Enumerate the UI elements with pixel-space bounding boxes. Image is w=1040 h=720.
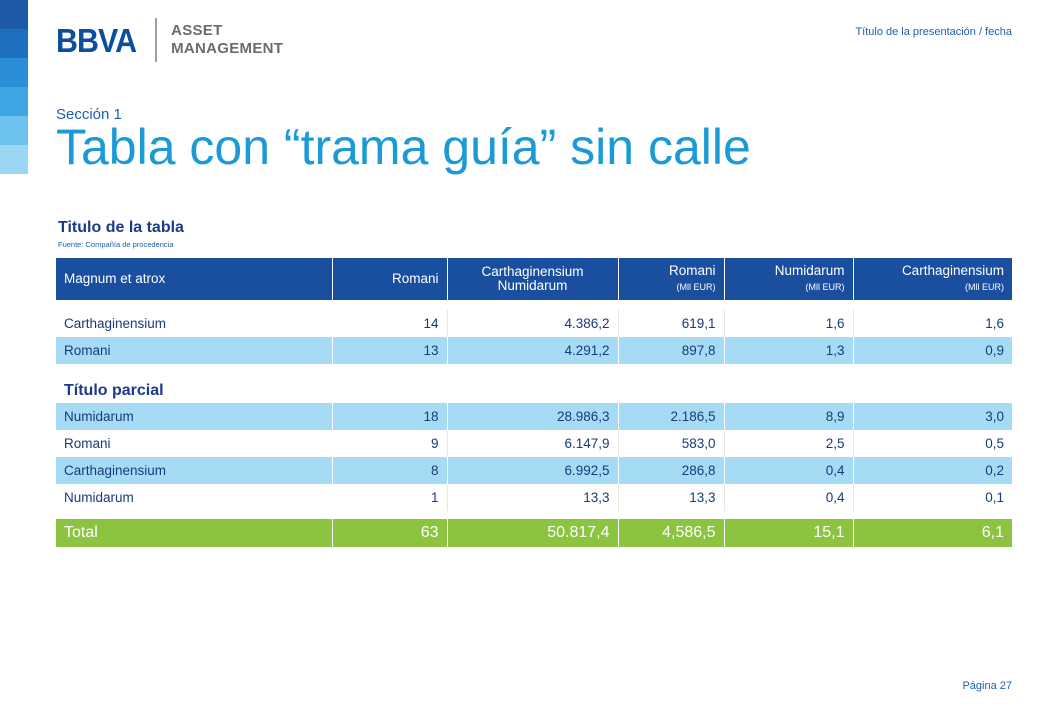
bbva-asset-management-logo: BBVA ASSET MANAGEMENT bbox=[56, 18, 283, 62]
logo-brand: BBVA bbox=[56, 21, 137, 59]
cell: 9 bbox=[331, 430, 447, 457]
cell: 897,8 bbox=[617, 337, 724, 364]
table-row: Carthaginensium 8 6.992,5 286,8 0,4 0,2 bbox=[56, 457, 1012, 484]
table-row: Romani 13 4.291,2 897,8 1,3 0,9 bbox=[56, 337, 1012, 364]
row-label: Numidarum bbox=[56, 484, 333, 511]
table-row: Romani 9 6.147,9 583,0 2,5 0,5 bbox=[56, 430, 1012, 457]
logo-divider bbox=[155, 18, 158, 62]
slide-title: Tabla con “trama guía” sin calle bbox=[56, 119, 751, 175]
cell: 0,1 bbox=[852, 484, 1012, 511]
table-row: Numidarum 1 13,3 13,3 0,4 0,1 bbox=[56, 484, 1012, 511]
col-header-romani-mll: Romani (Mll EUR) bbox=[617, 258, 724, 300]
table-row: Numidarum 18 28.986,3 2.186,5 8,9 3,0 bbox=[56, 403, 1012, 430]
cell: 0,5 bbox=[852, 430, 1012, 457]
cell: 8 bbox=[331, 457, 447, 484]
cell: 13 bbox=[331, 337, 447, 364]
strip-band-6 bbox=[0, 145, 28, 174]
cell: 0,4 bbox=[723, 457, 853, 484]
total-cell: 15,1 bbox=[723, 519, 853, 547]
table-title: Titulo de la tabla bbox=[58, 219, 184, 236]
cell: 14 bbox=[331, 310, 447, 337]
cell: 2.186,5 bbox=[617, 403, 724, 430]
cell: 6.992,5 bbox=[446, 457, 618, 484]
partial-title-row: Título parcial bbox=[56, 364, 1012, 403]
col-header-numidarum-mll: Numidarum (Mll EUR) bbox=[723, 258, 853, 300]
cell: 6.147,9 bbox=[446, 430, 618, 457]
table-source: Fuente: Compañía de procedencia bbox=[58, 240, 174, 249]
logo-line-2: MANAGEMENT bbox=[171, 40, 284, 57]
strip-band-5 bbox=[0, 116, 28, 145]
total-cell: 63 bbox=[331, 519, 447, 547]
cell: 4.386,2 bbox=[446, 310, 618, 337]
strip-band-4 bbox=[0, 87, 28, 116]
logo-line-1: ASSET bbox=[171, 22, 223, 39]
cell: 3,0 bbox=[852, 403, 1012, 430]
table-row: Carthaginensium 14 4.386,2 619,1 1,6 1,6 bbox=[56, 310, 1012, 337]
cell: 4.291,2 bbox=[446, 337, 618, 364]
total-cell: 50.817,4 bbox=[446, 519, 618, 547]
cell: 1,6 bbox=[723, 310, 853, 337]
section-label: Sección 1 bbox=[56, 106, 122, 123]
cell: 8,9 bbox=[723, 403, 853, 430]
logo-tagline: ASSET MANAGEMENT bbox=[171, 22, 283, 58]
page-number: Página 27 bbox=[962, 680, 1012, 692]
cell: 13,3 bbox=[446, 484, 618, 511]
total-cell: 4,586,5 bbox=[617, 519, 724, 547]
cell: 2,5 bbox=[723, 430, 853, 457]
cell: 286,8 bbox=[617, 457, 724, 484]
data-table: Magnum et atrox Romani Carthaginensium N… bbox=[56, 258, 1012, 547]
cell: 583,0 bbox=[617, 430, 724, 457]
total-cell: 6,1 bbox=[852, 519, 1012, 547]
col-header-romani: Romani bbox=[331, 258, 447, 300]
cell: 0,2 bbox=[852, 457, 1012, 484]
row-label: Carthaginensium bbox=[56, 457, 332, 484]
side-color-strip bbox=[0, 0, 28, 174]
cell: 13,3 bbox=[617, 484, 724, 511]
total-row: Total 63 50.817,4 4,586,5 15,1 6,1 bbox=[56, 519, 1012, 547]
strip-band-2 bbox=[0, 29, 28, 58]
col-header-carthaginensium-mll: Carthaginensium (Mll EUR) bbox=[852, 258, 1012, 300]
cell: 18 bbox=[331, 403, 447, 430]
presentation-title-date: Título de la presentación / fecha bbox=[855, 26, 1012, 38]
col-header-magnum: Magnum et atrox bbox=[64, 271, 166, 286]
cell: 0,4 bbox=[723, 484, 853, 511]
row-label: Romani bbox=[56, 337, 332, 364]
strip-band-1 bbox=[0, 0, 28, 29]
cell: 0,9 bbox=[852, 337, 1012, 364]
table-header-row: Magnum et atrox Romani Carthaginensium N… bbox=[56, 258, 1012, 300]
row-label: Carthaginensium bbox=[56, 310, 333, 337]
cell: 28.986,3 bbox=[446, 403, 618, 430]
row-label: Romani bbox=[56, 430, 333, 457]
cell: 1,3 bbox=[723, 337, 853, 364]
strip-band-3 bbox=[0, 58, 28, 87]
cell: 1,6 bbox=[852, 310, 1012, 337]
row-label: Numidarum bbox=[56, 403, 332, 430]
cell: 1 bbox=[331, 484, 447, 511]
col-header-carth-numid: Carthaginensium Numidarum bbox=[446, 258, 618, 300]
cell: 619,1 bbox=[617, 310, 724, 337]
partial-title: Título parcial bbox=[64, 382, 164, 399]
total-label: Total bbox=[56, 519, 332, 547]
